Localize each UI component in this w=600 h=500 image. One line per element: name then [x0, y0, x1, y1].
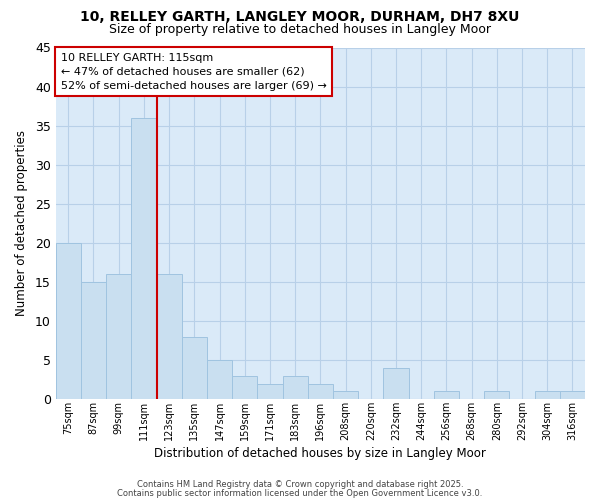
- Text: Size of property relative to detached houses in Langley Moor: Size of property relative to detached ho…: [109, 22, 491, 36]
- Bar: [207, 360, 232, 400]
- Bar: [182, 337, 207, 400]
- Bar: [257, 384, 283, 400]
- Text: 10 RELLEY GARTH: 115sqm
← 47% of detached houses are smaller (62)
52% of semi-de: 10 RELLEY GARTH: 115sqm ← 47% of detache…: [61, 53, 327, 91]
- Bar: [308, 384, 333, 400]
- Text: 10, RELLEY GARTH, LANGLEY MOOR, DURHAM, DH7 8XU: 10, RELLEY GARTH, LANGLEY MOOR, DURHAM, …: [80, 10, 520, 24]
- Bar: [283, 376, 308, 400]
- X-axis label: Distribution of detached houses by size in Langley Moor: Distribution of detached houses by size …: [154, 447, 486, 460]
- Bar: [56, 243, 81, 400]
- Bar: [560, 392, 585, 400]
- Bar: [333, 392, 358, 400]
- Text: Contains HM Land Registry data © Crown copyright and database right 2025.: Contains HM Land Registry data © Crown c…: [137, 480, 463, 489]
- Bar: [484, 392, 509, 400]
- Bar: [131, 118, 157, 400]
- Bar: [383, 368, 409, 400]
- Text: Contains public sector information licensed under the Open Government Licence v3: Contains public sector information licen…: [118, 488, 482, 498]
- Bar: [232, 376, 257, 400]
- Bar: [106, 274, 131, 400]
- Bar: [535, 392, 560, 400]
- Bar: [157, 274, 182, 400]
- Bar: [434, 392, 459, 400]
- Y-axis label: Number of detached properties: Number of detached properties: [15, 130, 28, 316]
- Bar: [81, 282, 106, 400]
